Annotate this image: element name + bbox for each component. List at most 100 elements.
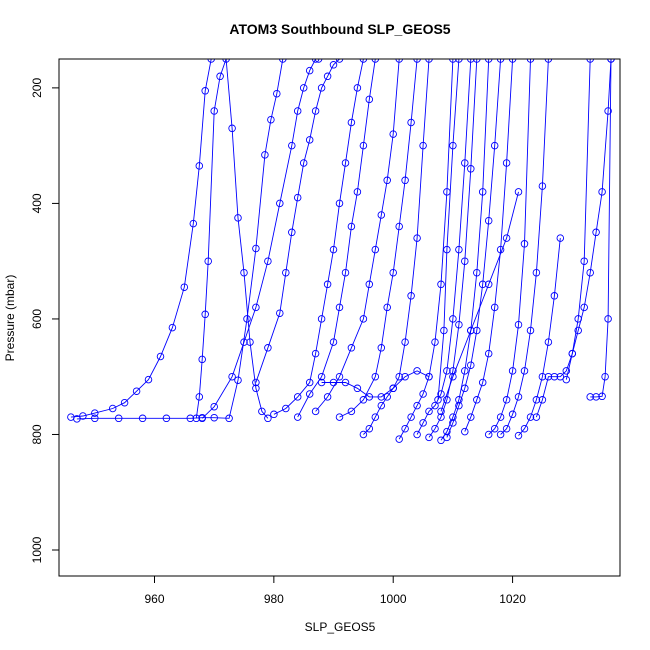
data-point [377,344,386,352]
data-point [532,413,541,421]
data-point [276,309,284,317]
data-point [347,118,356,127]
data-point [443,427,451,436]
series-line [76,59,284,420]
data-point [353,384,362,393]
data-point [383,303,391,312]
data-point [377,401,386,410]
data-point [544,338,553,346]
data-point [359,430,368,439]
data-point [204,257,212,265]
data-point [383,176,391,185]
series-line [518,238,561,436]
data-point [496,413,505,421]
data-point [473,268,481,277]
data-point [156,352,165,361]
data-point [562,367,571,375]
data-point [276,199,284,208]
data-point [299,84,308,92]
data-point [467,413,475,421]
data-point [252,384,260,393]
data-point [305,66,314,75]
data-point [114,414,123,423]
data-point [461,367,469,375]
data-point [201,310,209,319]
data-point [282,404,290,413]
data-point [395,372,403,381]
data-point [419,390,427,398]
data-point [365,393,374,401]
data-point [449,372,457,381]
data-point [556,372,565,381]
x-tick-label: 1020 [499,592,526,606]
data-point [293,413,302,421]
data-point [604,315,612,323]
plot-frame [58,58,621,577]
data-point [514,320,523,329]
series-16 [443,59,505,442]
data-point [371,413,380,421]
data-point [91,409,99,417]
data-point [550,292,559,300]
data-point [544,372,553,381]
series-22 [562,59,615,384]
data-point [216,72,224,81]
data-point [389,384,397,393]
series-line [437,59,460,400]
series-7 [293,59,380,421]
series-line [500,59,549,435]
data-point [413,234,421,242]
data-point [601,372,609,381]
series-line [535,59,591,418]
x-tick-label: 1000 [380,592,407,606]
series-19 [496,59,553,439]
series-line [416,59,472,435]
data-point [425,372,433,381]
data-point [198,355,206,364]
data-point [252,303,260,312]
data-point [270,410,278,419]
data-point [317,372,326,381]
data-point [228,372,236,381]
x-tick-label: 980 [264,592,284,606]
data-point [437,436,445,445]
data-point [455,401,463,410]
data-point [443,245,451,254]
series-line [339,59,418,418]
data-point [478,280,487,289]
data-point [252,244,260,253]
data-point [425,407,433,416]
data-point [461,384,469,393]
series-line [255,59,340,383]
data-point [461,257,469,265]
data-point [526,326,535,335]
data-point [329,61,338,69]
data-point [305,136,314,144]
data-point [305,378,314,387]
data-point [288,228,296,237]
data-point [359,315,368,323]
data-point [437,390,445,398]
data-point [532,396,541,404]
data-point [592,228,600,237]
series-4 [198,59,323,423]
data-point [425,433,433,442]
data-point [261,151,269,159]
data-point [484,216,493,225]
data-point [186,414,195,423]
series-line [428,59,478,438]
data-point [335,303,344,312]
data-point [520,367,529,375]
data-point [455,245,463,254]
data-point [329,245,338,254]
data-point [580,257,588,265]
series-24 [437,188,523,416]
data-point [353,188,362,196]
data-point [473,396,481,404]
data-point [455,320,463,329]
series-1 [67,59,215,421]
series-line [398,59,454,440]
data-point [580,303,588,312]
